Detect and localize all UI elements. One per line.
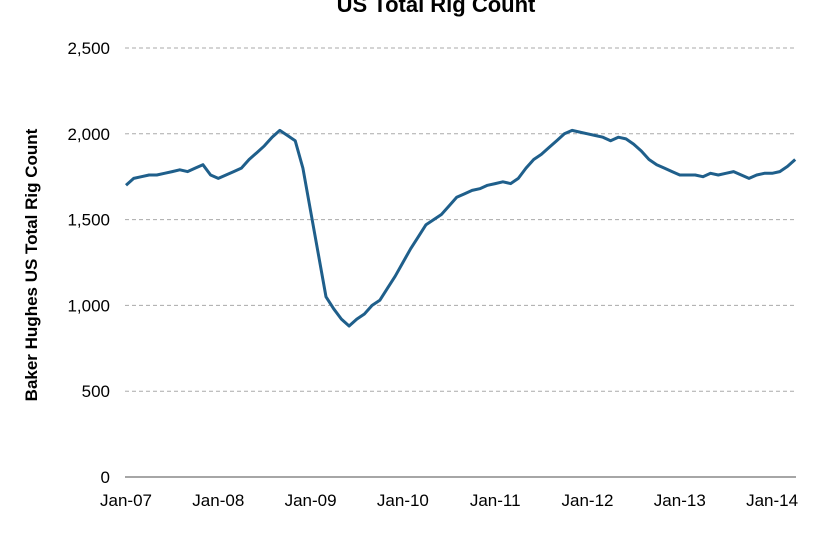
x-tick-label: Jan-08 bbox=[192, 491, 244, 510]
y-tick-label: 1,000 bbox=[67, 296, 110, 315]
x-tick-label: Jan-13 bbox=[654, 491, 706, 510]
x-tick-label: Jan-11 bbox=[470, 491, 521, 510]
y-tick-label: 2,500 bbox=[67, 39, 110, 58]
y-tick-label: 0 bbox=[101, 468, 110, 487]
x-tick-label: Jan-10 bbox=[377, 491, 429, 510]
x-tick-label: Jan-07 bbox=[100, 491, 152, 510]
x-tick-label: Jan-12 bbox=[562, 491, 614, 510]
y-tick-label: 1,500 bbox=[67, 211, 110, 230]
y-tick-label: 500 bbox=[82, 382, 110, 401]
x-tick-label: Jan-14 bbox=[746, 491, 798, 510]
chart-title: US Total Rig Count bbox=[337, 0, 536, 17]
series-line bbox=[124, 128, 797, 328]
y-axis-label: Baker Hughes US Total Rig Count bbox=[22, 128, 41, 401]
y-tick-label: 2,000 bbox=[67, 125, 110, 144]
x-tick-label: Jan-09 bbox=[285, 491, 337, 510]
